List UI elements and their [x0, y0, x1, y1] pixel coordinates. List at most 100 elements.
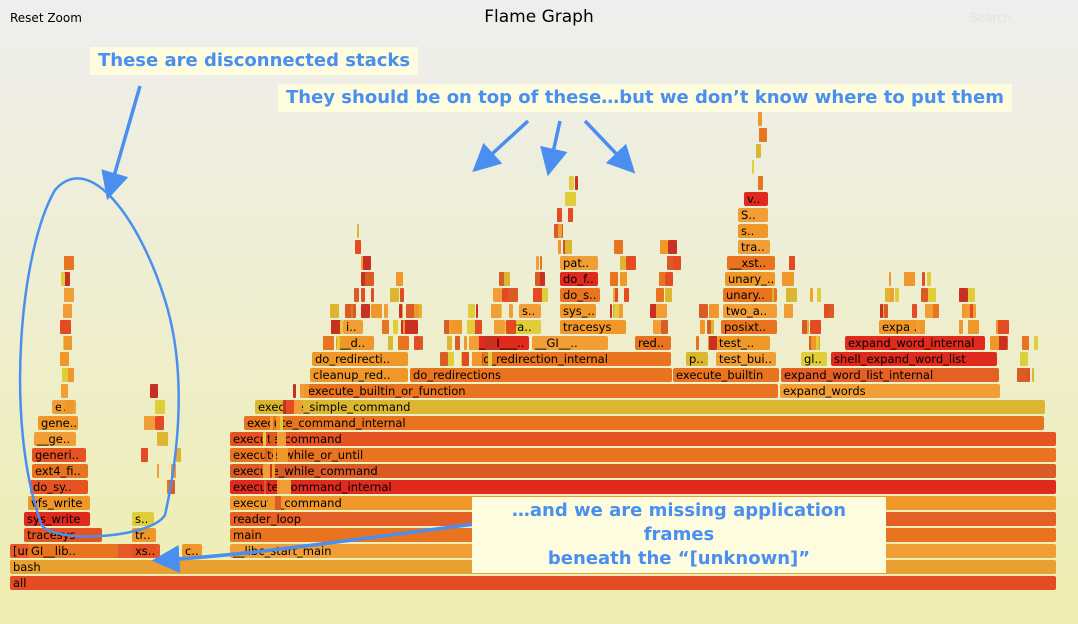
stack-frame-sliver[interactable] [301, 384, 304, 398]
stack-frame-sliver[interactable] [472, 352, 482, 366]
stack-frame[interactable]: __GI___.. [473, 336, 529, 350]
stack-frame-sliver[interactable] [927, 288, 936, 302]
stack-frame-sliver[interactable] [354, 288, 359, 302]
stack-frame-sliver[interactable] [363, 256, 371, 270]
stack-frame-sliver[interactable] [268, 496, 275, 510]
stack-frame-sliver[interactable] [160, 432, 168, 446]
stack-frame-sliver[interactable] [277, 480, 282, 494]
stack-frame[interactable]: __GI__.. [532, 336, 608, 350]
stack-frame-sliver[interactable] [382, 320, 389, 334]
stack-frame-sliver[interactable] [895, 288, 899, 302]
stack-frame-sliver[interactable] [536, 256, 539, 270]
stack-frame[interactable]: cleanup_red.. [310, 368, 408, 382]
stack-frame-sliver[interactable] [401, 320, 412, 334]
stack-frame-sliver[interactable] [620, 256, 626, 270]
stack-frame-sliver[interactable] [263, 464, 274, 478]
stack-frame-sliver[interactable] [626, 256, 636, 270]
stack-frame-sliver[interactable] [536, 272, 545, 286]
stack-frame-sliver[interactable] [696, 336, 699, 350]
stack-frame-sliver[interactable] [273, 448, 276, 462]
stack-frame-sliver[interactable] [469, 336, 479, 350]
stack-frame-sliver[interactable] [270, 416, 273, 430]
stack-frame-sliver[interactable] [155, 416, 164, 430]
stack-frame-sliver[interactable] [355, 240, 361, 254]
stack-frame-sliver[interactable] [467, 320, 475, 334]
stack-frame-sliver[interactable] [667, 256, 673, 270]
stack-frame[interactable]: tra.. [738, 240, 770, 254]
stack-frame-sliver[interactable] [758, 176, 763, 190]
stack-frame-sliver[interactable] [668, 240, 677, 254]
stack-frame-sliver[interactable] [786, 288, 797, 302]
stack-frame-sliver[interactable] [810, 288, 813, 302]
stack-frame-sliver[interactable] [277, 432, 286, 446]
stack-frame-sliver[interactable] [920, 320, 925, 334]
stack-frame-sliver[interactable] [997, 336, 1007, 350]
stack-frame-sliver[interactable] [357, 224, 359, 238]
stack-frame[interactable]: test_.. [716, 336, 770, 350]
stack-frame-sliver[interactable] [331, 320, 342, 334]
stack-frame[interactable]: tracesys [560, 320, 626, 334]
stack-frame-sliver[interactable] [1006, 336, 1008, 350]
stack-frame-sliver[interactable] [709, 304, 719, 318]
stack-frame-sliver[interactable] [60, 352, 69, 366]
stack-frame-sliver[interactable] [280, 480, 291, 494]
stack-frame[interactable]: ext4_fi.. [32, 464, 88, 478]
stack-frame-sliver[interactable] [922, 272, 925, 286]
stack-frame-sliver[interactable] [970, 304, 973, 318]
stack-frame-sliver[interactable] [277, 448, 288, 462]
stack-frame-sliver[interactable] [885, 288, 890, 302]
stack-frame[interactable]: pat.. [560, 256, 598, 270]
stack-frame-sliver[interactable] [811, 336, 820, 350]
stack-frame-sliver[interactable] [330, 304, 339, 318]
stack-frame-sliver[interactable] [624, 288, 629, 302]
stack-frame-sliver[interactable] [816, 336, 819, 350]
stack-frame-sliver[interactable] [537, 288, 548, 302]
stack-frame-sliver[interactable] [365, 272, 374, 286]
stack-frame[interactable]: test_bui.. [716, 352, 776, 366]
stack-frame-sliver[interactable] [502, 288, 512, 302]
stack-frame-sliver[interactable] [167, 480, 169, 494]
stack-frame[interactable]: two_a.. [723, 304, 777, 318]
stack-frame[interactable]: __d.. [336, 336, 374, 350]
stack-frame-sliver[interactable] [660, 240, 668, 254]
stack-frame[interactable]: __ge.. [34, 432, 76, 446]
stack-frame-sliver[interactable] [709, 336, 717, 350]
stack-frame-sliver[interactable] [176, 448, 181, 462]
stack-frame-sliver[interactable] [493, 288, 502, 302]
stack-frame-sliver[interactable] [752, 160, 754, 174]
stack-frame[interactable]: do_s.. [560, 288, 600, 302]
stack-frame-sliver[interactable] [565, 192, 576, 206]
stack-frame[interactable]: do_redirections [410, 368, 672, 382]
stack-frame-sliver[interactable] [371, 304, 382, 318]
stack-frame-sliver[interactable] [144, 416, 155, 430]
stack-frame[interactable]: tracesys [24, 528, 102, 542]
stack-frame-sliver[interactable] [384, 304, 388, 318]
stack-frame-sliver[interactable] [468, 304, 475, 318]
stack-frame-sliver[interactable] [456, 336, 460, 350]
stack-frame[interactable]: v.. [744, 192, 768, 206]
stack-frame[interactable]: expa.. [879, 320, 921, 334]
stack-frame[interactable]: generi.. [32, 448, 86, 462]
stack-frame[interactable]: sys_.. [560, 304, 596, 318]
stack-frame-sliver[interactable] [420, 336, 423, 350]
stack-frame-sliver[interactable] [398, 336, 409, 350]
stack-frame-sliver[interactable] [968, 288, 975, 302]
stack-frame-sliver[interactable] [447, 336, 452, 350]
stack-frame-sliver[interactable] [276, 416, 281, 430]
stack-frame-sliver[interactable] [575, 176, 578, 190]
stack-frame-sliver[interactable] [756, 144, 761, 158]
stack-frame-sliver[interactable] [535, 272, 540, 286]
stack-frame[interactable]: execute_command [230, 432, 1056, 446]
stack-frame-sliver[interactable] [393, 320, 398, 334]
stack-frame-sliver[interactable] [476, 304, 478, 318]
stack-frame-sliver[interactable] [464, 336, 467, 350]
stack-frame-sliver[interactable] [569, 176, 574, 190]
stack-frame-sliver[interactable] [150, 384, 158, 398]
stack-frame-sliver[interactable] [1027, 368, 1030, 382]
stack-frame-sliver[interactable] [371, 288, 374, 302]
stack-frame[interactable]: posixt.. [721, 320, 777, 334]
stack-frame[interactable]: gl.. [801, 352, 827, 366]
stack-frame-sliver[interactable] [880, 304, 883, 318]
stack-frame-sliver[interactable] [337, 336, 340, 350]
stack-frame[interactable]: gene.. [38, 416, 78, 430]
